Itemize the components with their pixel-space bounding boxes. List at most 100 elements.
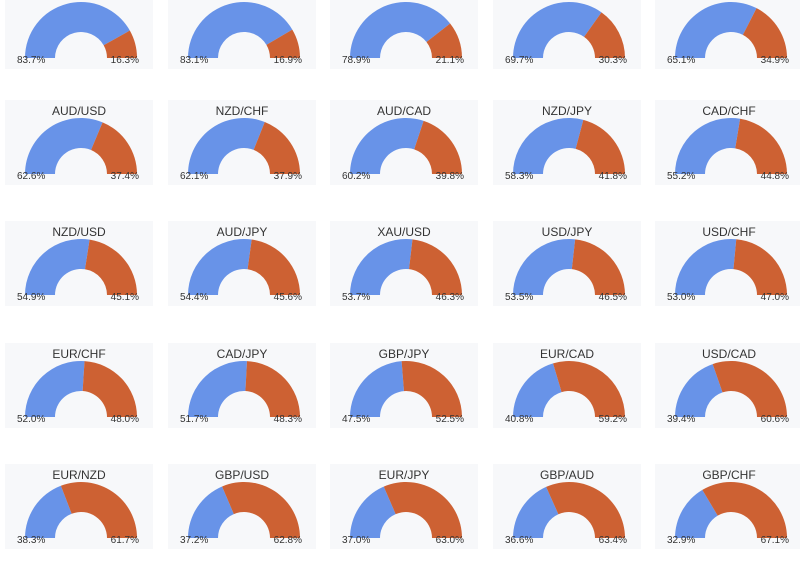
gauge-title: XAU/USD: [377, 225, 431, 239]
gauge-short-segment: [575, 119, 625, 174]
gauge-chart: [24, 1, 137, 58]
gauge-long-segment: [24, 1, 130, 58]
long-percent-label: 54.9%: [17, 292, 46, 303]
gauge-card: NZD/CHF 62.1% 37.9%: [168, 100, 316, 185]
short-percent-label: 47.0%: [760, 292, 789, 303]
gauge-short-segment: [247, 239, 300, 295]
long-percent-label: 60.2%: [342, 171, 371, 182]
short-percent-label: 16.9%: [273, 55, 302, 66]
short-percent-label: 16.3%: [110, 55, 139, 66]
gauge-card: USD/CAD 39.4% 60.6%: [655, 343, 800, 428]
long-percent-label: 53.5%: [505, 292, 534, 303]
gauge-chart: [25, 360, 137, 417]
gauge-short-segment: [571, 239, 625, 295]
gauge-long-segment: [350, 486, 396, 538]
gauge-short-segment: [84, 239, 137, 295]
gauge-short-segment: [735, 118, 787, 174]
gauge-chart: [675, 118, 787, 174]
long-percent-label: 62.6%: [17, 171, 46, 182]
gauge-card: GBP/JPY 47.5% 52.5%: [330, 343, 478, 428]
gauge-short-segment: [383, 482, 462, 538]
gauge-long-segment: [675, 1, 757, 58]
gauge-short-segment: [103, 30, 137, 58]
short-percent-label: 44.8%: [760, 171, 789, 182]
gauge-chart: [350, 239, 462, 295]
gauge-title: EUR/CHF: [52, 347, 106, 361]
gauge-chart: [25, 482, 137, 538]
gauge-title: EUR/JPY: [378, 468, 430, 482]
gauge-card: EUR/JPY 37.0% 63.0%: [330, 464, 478, 549]
short-percent-label: 61.7%: [110, 535, 139, 546]
long-percent-label: 78.9%: [342, 55, 371, 66]
gauge-chart: [513, 360, 625, 417]
long-percent-label: 47.5%: [342, 414, 371, 425]
gauge-title: USD/CAD: [701, 347, 756, 361]
gauge-long-segment: [513, 118, 584, 174]
gauge-chart: [350, 360, 462, 417]
gauge-card: GBP/USD 37.2% 62.8%: [168, 464, 316, 549]
gauge-card: CAD/CHF 55.2% 44.8%: [655, 100, 800, 185]
gauge-long-segment: [25, 118, 103, 174]
short-percent-label: 63.0%: [435, 535, 464, 546]
short-percent-label: 41.8%: [598, 171, 627, 182]
gauge-long-segment: [188, 238, 252, 295]
long-percent-label: 53.0%: [667, 292, 696, 303]
gauge-card: GBP/CHF 32.9% 67.1%: [655, 464, 800, 549]
short-percent-label: 30.3%: [598, 55, 627, 66]
short-percent-label: 67.1%: [760, 535, 789, 546]
gauge-short-segment: [553, 360, 625, 417]
gauge-chart: [188, 118, 300, 174]
gauge-long-segment: [350, 239, 413, 295]
gauge-long-segment: [350, 2, 451, 58]
gauge-long-segment: [25, 360, 85, 417]
gauge-title: CAD/CHF: [702, 104, 756, 118]
gauge-card: EUR/NZD 38.3% 61.7%: [5, 464, 153, 549]
gauge-short-segment: [266, 29, 300, 58]
gauge-long-segment: [513, 2, 602, 58]
gauge-short-segment: [245, 361, 300, 417]
gauge-chart: [25, 238, 137, 295]
gauge-card: NZD/JPY 58.3% 41.8%: [493, 100, 641, 185]
short-percent-label: 52.5%: [435, 414, 464, 425]
gauge-short-segment: [82, 361, 137, 417]
gauge-chart: [513, 239, 625, 295]
gauge-long-segment: [675, 239, 737, 295]
gauge-long-segment: [675, 364, 723, 417]
gauge-card: 83.7% 16.3%: [5, 0, 153, 69]
long-percent-label: 40.8%: [505, 414, 534, 425]
gauge-chart: [188, 361, 300, 417]
gauge-card: 65.1% 34.9%: [655, 0, 800, 69]
gauge-card: NZD/USD 54.9% 45.1%: [5, 221, 153, 306]
short-percent-label: 46.5%: [598, 292, 627, 303]
gauge-card: EUR/CHF 52.0% 48.0%: [5, 343, 153, 428]
gauge-short-segment: [712, 361, 787, 417]
short-percent-label: 21.1%: [435, 55, 464, 66]
gauge-title: GBP/AUD: [539, 468, 594, 482]
long-percent-label: 54.4%: [180, 292, 209, 303]
gauge-short-segment: [401, 360, 462, 417]
gauge-title: AUD/JPY: [216, 225, 268, 239]
long-percent-label: 37.2%: [180, 535, 209, 546]
long-percent-label: 62.1%: [180, 171, 209, 182]
long-percent-label: 32.9%: [667, 535, 696, 546]
gauge-title: CAD/JPY: [216, 347, 268, 361]
long-percent-label: 38.3%: [17, 535, 46, 546]
gauge-short-segment: [409, 239, 462, 295]
long-percent-label: 51.7%: [180, 414, 209, 425]
gauge-title: NZD/CHF: [215, 104, 269, 118]
gauge-card: USD/CHF 53.0% 47.0%: [655, 221, 800, 306]
long-percent-label: 36.6%: [505, 535, 534, 546]
gauge-short-segment: [91, 122, 137, 174]
long-percent-label: 37.0%: [342, 535, 371, 546]
gauge-title: EUR/CAD: [539, 347, 594, 361]
short-percent-label: 46.3%: [435, 292, 464, 303]
gauge-long-segment: [25, 485, 72, 538]
gauge-card: AUD/USD 62.6% 37.4%: [5, 100, 153, 185]
gauge-long-segment: [350, 361, 404, 417]
gauge-title: AUD/USD: [51, 104, 106, 118]
gauge-short-segment: [253, 122, 300, 174]
gauge-card: AUD/JPY 54.4% 45.6%: [168, 221, 316, 306]
gauge-long-segment: [188, 486, 234, 538]
gauge-short-segment: [702, 482, 787, 538]
short-percent-label: 45.6%: [273, 292, 302, 303]
